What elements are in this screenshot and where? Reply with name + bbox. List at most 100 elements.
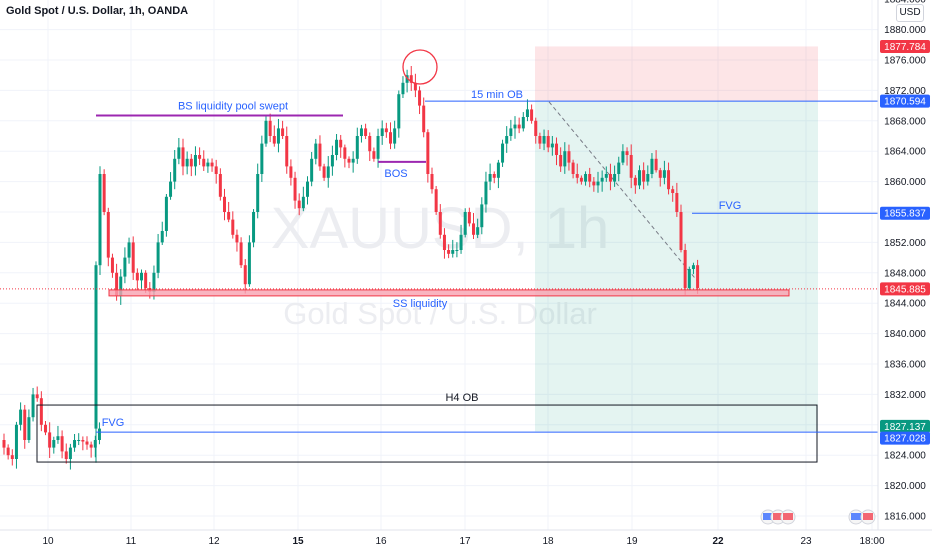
candle-body: [418, 90, 422, 106]
candle-body: [513, 124, 517, 129]
candle-body: [10, 455, 14, 459]
candle-body: [94, 265, 98, 429]
candle-body: [600, 177, 604, 182]
candle-body: [276, 128, 280, 144]
candle-body: [235, 234, 239, 243]
flag-icon[interactable]: [848, 509, 876, 525]
y-tick-label: 1876.000: [884, 56, 926, 67]
candle-body: [442, 234, 446, 250]
candle-body: [492, 174, 496, 178]
candle-body: [135, 272, 139, 281]
candle-body: [131, 242, 135, 273]
candle-body: [318, 143, 322, 167]
candle-body: [401, 82, 405, 95]
candle-body: [306, 181, 309, 197]
candle-body: [596, 181, 600, 186]
candle-body: [447, 250, 451, 254]
candle-body: [181, 147, 185, 167]
price-tag-label: 1877.784: [884, 42, 926, 53]
candle-body: [227, 212, 231, 220]
candle-body: [14, 424, 18, 459]
candle-body: [534, 120, 538, 136]
candle-body: [397, 94, 401, 129]
candle-body: [210, 162, 214, 167]
candle-body: [347, 158, 351, 163]
y-tick-label: 1832.000: [884, 390, 926, 401]
flag-icon[interactable]: [760, 509, 796, 525]
candle-body: [393, 128, 397, 144]
candle-body: [505, 136, 509, 144]
candle-body: [198, 155, 202, 159]
candle-body: [19, 409, 23, 425]
candle-body: [102, 174, 106, 212]
annotations: BS liquidity pool swept 15 min OB BOS FV…: [0, 49, 878, 463]
candle-body: [538, 136, 542, 144]
candle-body: [301, 196, 305, 209]
candle-body: [550, 143, 554, 148]
x-tick-label: 22: [712, 536, 724, 547]
price-tag: [880, 206, 930, 220]
price-tag: [880, 282, 930, 296]
currency-button[interactable]: USD: [896, 4, 924, 22]
candle-body: [646, 174, 650, 182]
trend-dashed-line: [548, 101, 701, 285]
candle-body: [23, 409, 27, 440]
candle-body: [115, 272, 119, 296]
candle-body: [517, 124, 521, 129]
candle-body: [463, 212, 467, 235]
candle-body: [613, 174, 617, 182]
candle-body: [691, 265, 695, 269]
y-tick-label: 1872.000: [884, 86, 926, 97]
candle-body: [679, 212, 683, 250]
ss-liquidity-label: SS liquidity: [393, 298, 448, 310]
candle-body: [592, 181, 596, 186]
candle-body: [650, 158, 654, 174]
watermark-name: Gold Spot / U.S. Dollar: [283, 296, 597, 331]
candle-body: [617, 162, 621, 174]
candle-body: [488, 174, 492, 182]
candle-body: [6, 447, 10, 456]
candle-body: [31, 394, 35, 418]
candle-body: [343, 147, 347, 159]
bs-liquidity-label: BS liquidity pool swept: [178, 100, 288, 112]
candle-body: [654, 158, 658, 171]
candle-body: [351, 158, 355, 163]
price-tag-label: 1845.885: [884, 284, 926, 295]
candle-body: [293, 177, 297, 201]
candle-body: [658, 170, 662, 178]
candle-body: [268, 120, 272, 136]
price-labels: 1877.7841870.6091870.5941855.8371845.885…: [880, 39, 930, 445]
candle-body: [39, 398, 43, 425]
candle-body: [93, 440, 97, 448]
candle-body: [44, 424, 47, 433]
candle-body: [339, 139, 343, 148]
price-tag-label: 1855.837: [884, 209, 926, 220]
candle-body: [2, 440, 6, 448]
time-axis[interactable]: 10 11 12 15 16 17 18 19 22 23 18:00: [0, 529, 932, 547]
candle-body: [330, 155, 334, 167]
candle-body: [530, 109, 534, 121]
price-tag-label: 1870.594: [884, 97, 926, 108]
y-tick-label: 1840.000: [884, 329, 926, 340]
h4-ob-box: [36, 404, 818, 463]
candle-body: [56, 436, 60, 440]
candle-body: [376, 136, 380, 159]
candle-body: [625, 151, 629, 155]
event-icons[interactable]: [760, 509, 876, 525]
y-tick-label: 1816.000: [884, 512, 926, 523]
candle-body: [380, 128, 384, 136]
x-tick-label: 17: [459, 536, 471, 547]
candle-body: [156, 242, 160, 273]
candle-body: [496, 162, 500, 178]
fvg-lower-label: FVG: [102, 417, 125, 429]
candle-body: [160, 231, 164, 243]
candle-body: [675, 193, 679, 212]
candle-body: [413, 82, 417, 91]
price-tag-label: 1827.137: [884, 422, 926, 433]
candle-body: [110, 257, 114, 273]
candle-body: [231, 219, 235, 235]
candle-body: [683, 250, 687, 288]
price-tag: [880, 94, 930, 108]
top-circle-marker: [402, 49, 438, 85]
